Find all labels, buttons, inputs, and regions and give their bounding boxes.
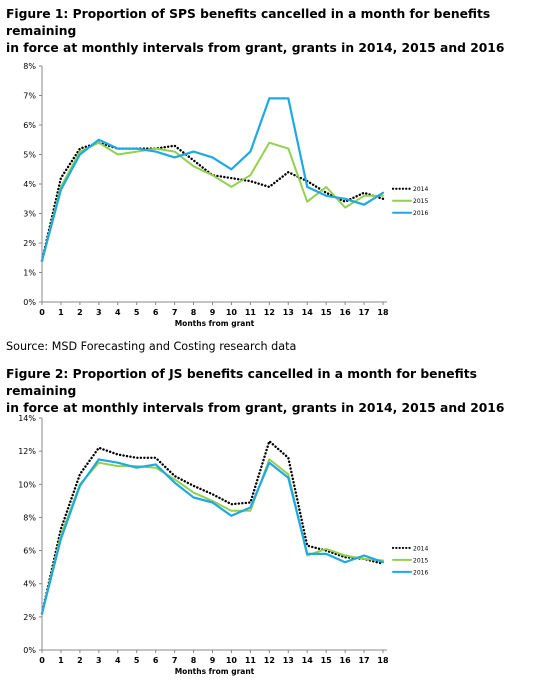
y-tick-label: 2%: [23, 239, 36, 248]
x-tick-label: 14: [302, 656, 314, 665]
x-tick-label: 11: [245, 308, 257, 317]
series-line-2015: [41, 458, 384, 615]
y-tick-label: 6%: [23, 547, 36, 556]
y-tick-label: 4%: [23, 180, 36, 189]
x-tick-label: 16: [340, 656, 352, 665]
x-tick-label: 12: [264, 308, 275, 317]
x-tick-label: 1: [58, 308, 64, 317]
x-tick-label: 7: [172, 308, 178, 317]
series-line-2014: [40, 440, 385, 615]
legend-label-2014: 2014: [413, 186, 428, 193]
x-tick-label: 13: [283, 656, 294, 665]
legend-label-2016: 2016: [413, 210, 428, 217]
x-axis-label: Months from grant: [175, 667, 255, 676]
x-tick-label: 14: [302, 308, 314, 317]
x-tick-label: 15: [321, 656, 333, 665]
y-tick-label: 8%: [23, 513, 36, 522]
x-tick-label: 10: [226, 308, 238, 317]
figure-2-title: Figure 2: Proportion of JS benefits canc…: [6, 367, 505, 415]
x-tick-label: 5: [134, 308, 140, 317]
x-tick-label: 2: [77, 656, 83, 665]
x-tick-label: 17: [358, 656, 369, 665]
x-tick-label: 18: [377, 308, 389, 317]
y-tick-label: 0%: [23, 298, 36, 307]
series-line-2016: [40, 458, 385, 615]
source-note: Source: MSD Forecasting and Costing rese…: [6, 340, 297, 353]
x-tick-label: 18: [377, 656, 389, 665]
x-tick-label: 4: [115, 656, 121, 665]
y-tick-label: 12%: [18, 447, 36, 456]
x-tick-label: 10: [226, 656, 238, 665]
y-tick-label: 0%: [23, 646, 36, 655]
figure-2-chart: 0%2%4%6%8%10%12%14%0 1 2 3 4 5 6 7 8 9 10 11 12 13 14 1…: [18, 414, 428, 676]
x-axis-label: Months from grant: [175, 319, 255, 328]
y-tick-label: 14%: [18, 414, 36, 423]
y-tick-label: 2%: [23, 613, 36, 622]
y-tick-label: 8%: [23, 62, 36, 71]
x-tick-label: 3: [96, 656, 102, 665]
y-tick-label: 7%: [23, 92, 36, 101]
y-tick-label: 6%: [23, 121, 36, 130]
legend-label-2015: 2015: [413, 557, 428, 564]
figure-1-chart: 0%1%2%3%4%5%6%7%8%0 1 2 3 4 5 6 7 8 9 10 11 12 13 14 15…: [23, 62, 428, 328]
x-tick-label: 13: [283, 308, 294, 317]
x-tick-label: 6: [153, 308, 159, 317]
figure-1-title: Figure 1: Proportion of SPS benefits can…: [6, 7, 505, 55]
y-tick-label: 4%: [23, 580, 36, 589]
x-tick-label: 9: [210, 308, 216, 317]
x-tick-label: 6: [153, 656, 159, 665]
legend-label-2016: 2016: [413, 569, 428, 576]
x-tick-label: 11: [245, 656, 257, 665]
x-tick-label: 0: [39, 308, 45, 317]
x-tick-label: 8: [191, 308, 197, 317]
x-tick-label: 17: [358, 308, 369, 317]
x-tick-label: 1: [58, 656, 64, 665]
x-tick-label: 16: [340, 308, 352, 317]
y-tick-label: 5%: [23, 151, 36, 160]
series-line-2016: [40, 97, 385, 262]
x-tick-label: 2: [77, 308, 83, 317]
x-tick-label: 9: [210, 656, 216, 665]
series-line-2014: [40, 141, 385, 262]
x-tick-label: 4: [115, 308, 121, 317]
y-tick-label: 10%: [18, 480, 36, 489]
x-tick-label: 3: [96, 308, 102, 317]
legend-label-2014: 2014: [413, 545, 428, 552]
x-tick-label: 8: [191, 656, 197, 665]
x-tick-label: 5: [134, 656, 140, 665]
series-line-2015: [41, 141, 384, 262]
legend-label-2015: 2015: [413, 198, 428, 205]
x-tick-label: 0: [39, 656, 45, 665]
x-tick-label: 7: [172, 656, 178, 665]
y-tick-label: 3%: [23, 210, 36, 219]
x-tick-label: 15: [321, 308, 333, 317]
y-tick-label: 1%: [23, 269, 36, 278]
x-tick-label: 12: [264, 656, 275, 665]
